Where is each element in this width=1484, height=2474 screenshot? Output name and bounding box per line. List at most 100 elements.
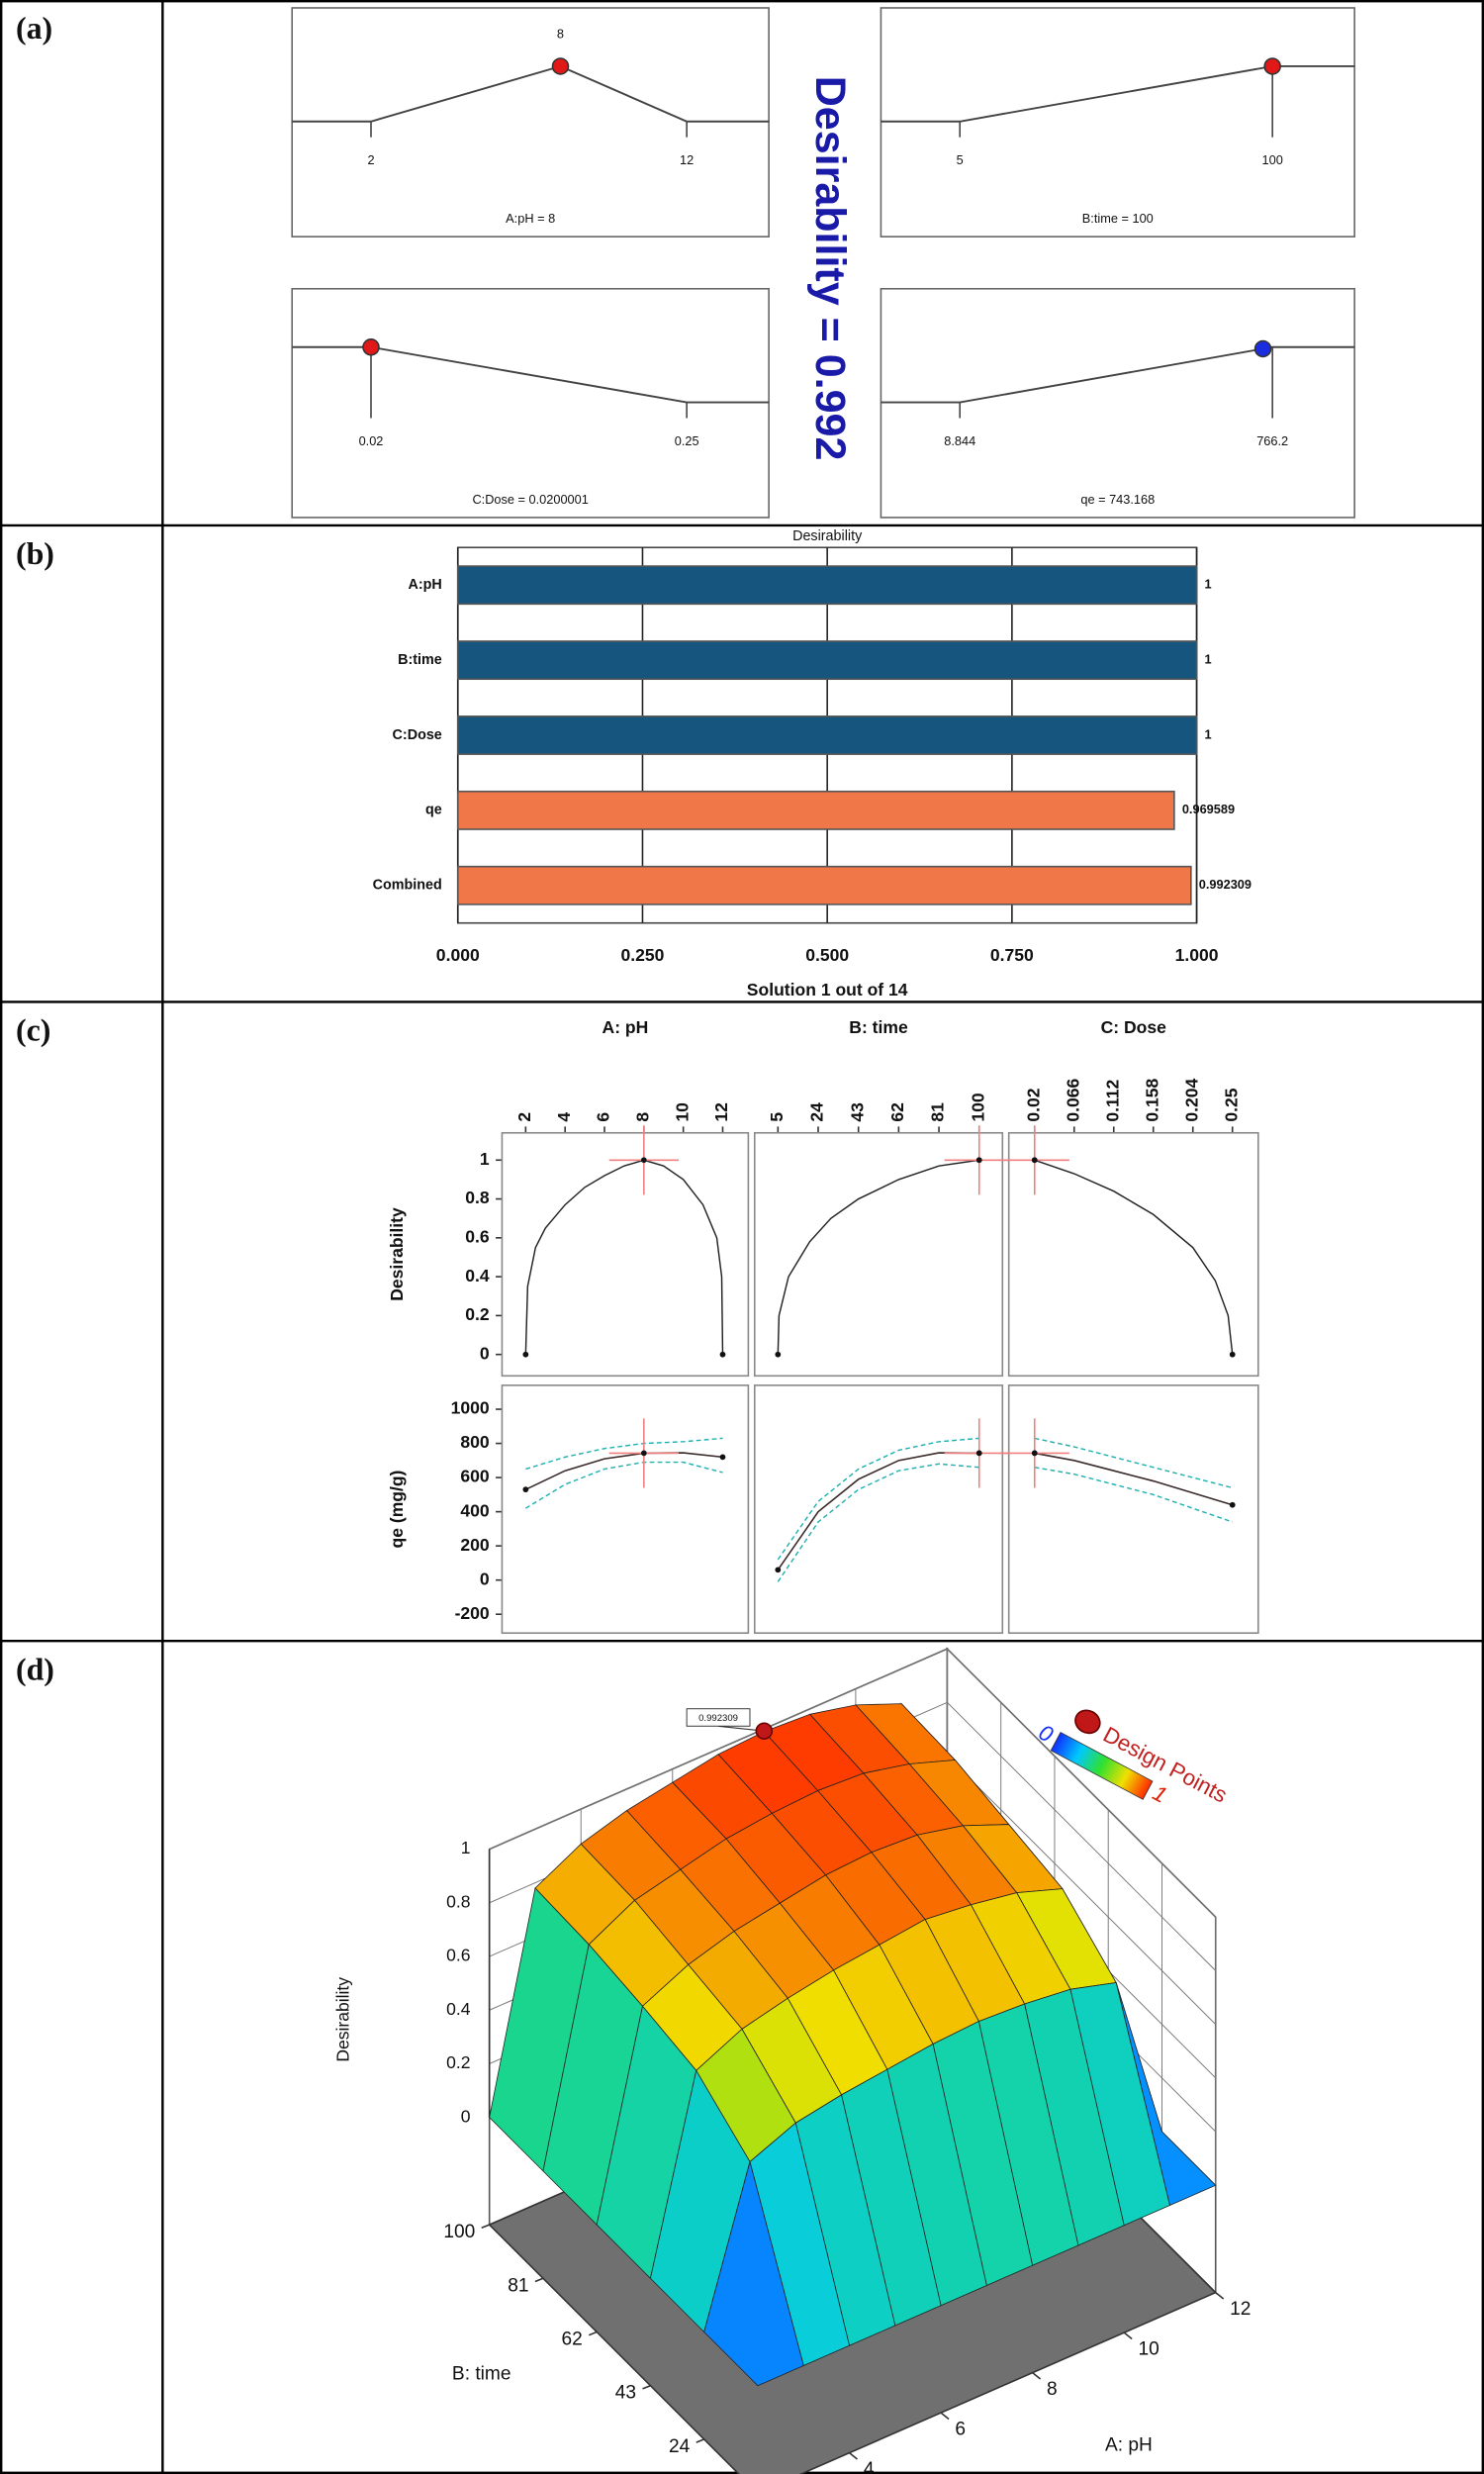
ramp-tick-label: 100 <box>1262 152 1283 167</box>
ramp-caption: B:time = 100 <box>1082 211 1154 226</box>
qe-lower <box>1034 1467 1233 1523</box>
x-tick-label: 24 <box>807 1102 827 1122</box>
x-tick-label: 4 <box>864 2459 875 2474</box>
x-tick-label: 0.204 <box>1181 1079 1201 1122</box>
bar <box>456 790 1175 830</box>
point <box>975 1450 982 1457</box>
x-tick <box>1215 2292 1225 2300</box>
qe-lower <box>524 1461 723 1509</box>
z-tick-label: 0 <box>461 2106 471 2126</box>
column-title: A: pH <box>603 1017 649 1037</box>
z-tick-label: 0.2 <box>446 2052 470 2072</box>
subplot-box <box>753 1131 1004 1378</box>
y-axis-title: Desirability <box>387 1207 407 1301</box>
y-tick-label: 600 <box>460 1467 490 1486</box>
y-tick-label: 0 <box>480 1343 490 1363</box>
point <box>640 1450 647 1457</box>
qe-upper <box>1034 1437 1233 1489</box>
y-tick-label: 43 <box>615 2383 636 2404</box>
ramp-tick-label: 5 <box>957 152 964 167</box>
y-tick-label: 62 <box>562 2330 583 2350</box>
x-axis-title: A: pH <box>1105 2434 1153 2455</box>
ramp-caption: C:Dose = 0.0200001 <box>472 492 588 507</box>
value-label: 1 <box>1205 577 1212 592</box>
qe-lower <box>777 1463 979 1582</box>
x-tick <box>1123 2331 1133 2340</box>
y-tick-label: B:time <box>398 652 442 668</box>
x-tick <box>849 2452 858 2460</box>
qe-upper <box>525 1437 723 1471</box>
x-tick-label: 0.112 <box>1102 1079 1122 1121</box>
column-title: B: time <box>849 1017 908 1037</box>
point <box>775 1351 782 1358</box>
ramp-tick-label: 766.2 <box>1256 433 1288 448</box>
y-tick-label: 24 <box>669 2436 691 2457</box>
x-tick-label: 1.000 <box>1175 945 1219 965</box>
ramp-tick-label: 12 <box>680 152 694 167</box>
colorbar <box>1050 1732 1154 1800</box>
y-tick-label: 0.6 <box>465 1226 490 1246</box>
value-label: 0.992309 <box>1199 877 1252 892</box>
panel-label: (d) <box>16 1652 54 1686</box>
x-tick-label: 2 <box>514 1112 534 1122</box>
x-tick-label: 0.158 <box>1142 1079 1161 1122</box>
y-tick-label: 81 <box>508 2275 528 2296</box>
ramp-line <box>881 345 1355 404</box>
y-tick-label: C:Dose <box>393 727 442 743</box>
value-label: 1 <box>1205 651 1212 666</box>
bar <box>456 715 1198 755</box>
qe-curve <box>525 1452 723 1490</box>
x-tick-label: 0.750 <box>990 945 1034 965</box>
y-tick <box>642 2384 651 2390</box>
optimum-point <box>755 1722 774 1740</box>
z-tick-label: 1 <box>461 1838 471 1857</box>
x-tick-label: 0.000 <box>436 945 480 965</box>
point <box>522 1486 529 1493</box>
x-tick-label: 6 <box>955 2420 966 2440</box>
ramp-marker <box>551 57 570 75</box>
z-tick-label: 0.4 <box>446 1999 471 2019</box>
y-tick-label: 0 <box>480 1569 490 1588</box>
ramp-marker <box>1253 339 1272 358</box>
x-tick-label: 5 <box>767 1112 787 1122</box>
x-tick-label: 10 <box>1139 2339 1159 2360</box>
column-title: C: Dose <box>1101 1017 1167 1037</box>
point <box>640 1157 647 1164</box>
y-tick-label: qe <box>425 803 442 818</box>
panel-label: (b) <box>16 536 54 571</box>
point <box>522 1351 529 1358</box>
ramp-caption: qe = 743.168 <box>1080 492 1155 507</box>
qe-curve <box>1034 1452 1233 1506</box>
point <box>1229 1351 1236 1358</box>
bar <box>456 565 1198 606</box>
legend-marker <box>1074 1709 1101 1735</box>
y-tick <box>534 2277 544 2283</box>
x-axis-title: Solution 1 out of 14 <box>747 980 908 999</box>
x-tick-label: 8 <box>1047 2379 1058 2400</box>
surface-patch <box>703 2159 804 2387</box>
y-tick-label: A:pH <box>409 577 442 593</box>
y-tick-label: 400 <box>460 1500 490 1520</box>
x-tick-label: 0.02 <box>1023 1088 1043 1121</box>
point <box>975 1157 982 1164</box>
z-tick-label: 0.8 <box>446 1891 470 1911</box>
subplot-box <box>1007 1131 1259 1378</box>
x-tick-label: 62 <box>887 1102 907 1122</box>
desirability-curve <box>1034 1159 1234 1355</box>
x-tick-label: 12 <box>711 1102 731 1122</box>
y-axis-title: qe (mg/g) <box>387 1471 407 1549</box>
subplot-box <box>753 1384 1004 1634</box>
x-tick-label: 0.25 <box>1221 1088 1241 1121</box>
ramp-caption: A:pH = 8 <box>506 211 555 226</box>
ramp-tick-label: 2 <box>367 152 374 167</box>
x-tick-label: 0.066 <box>1063 1079 1082 1122</box>
desirability-curve <box>524 1159 724 1355</box>
point <box>719 1454 726 1461</box>
z-tick-label: 0.6 <box>446 1946 470 1965</box>
desirability-annotation: Desirability = 0.992 <box>806 76 854 461</box>
y-tick-label: 0.2 <box>465 1304 490 1324</box>
y-tick <box>481 2224 490 2230</box>
chart-title: Desirability <box>792 528 863 544</box>
